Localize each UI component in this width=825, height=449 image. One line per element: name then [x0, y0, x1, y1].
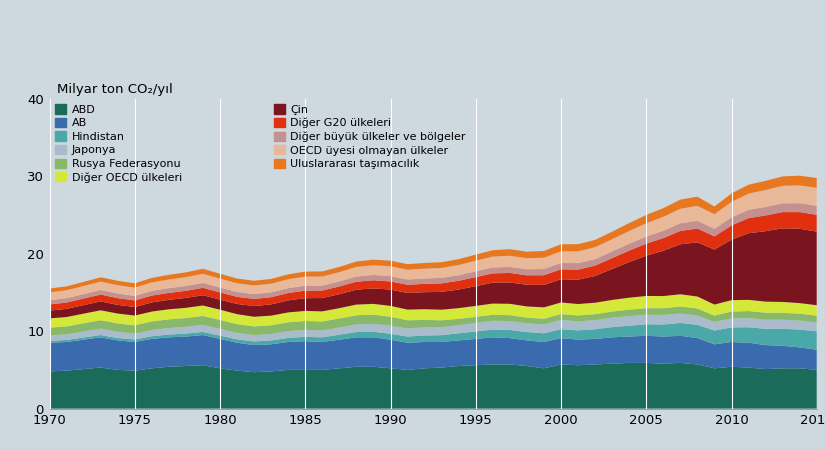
Text: Milyar ton CO₂/yıl: Milyar ton CO₂/yıl [57, 83, 173, 96]
Legend: Çin, Diğer G20 ülkeleri, Diğer büyük ülkeler ve bölgeler, OECD üyesi olmayan ülk: Çin, Diğer G20 ülkeleri, Diğer büyük ülk… [274, 104, 466, 169]
